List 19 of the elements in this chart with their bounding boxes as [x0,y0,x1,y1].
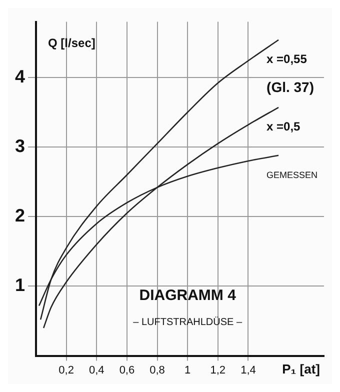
y-tick-label: 2 [14,206,26,226]
y-tick-label: 3 [14,136,26,156]
text: DIAGRAMM 4 [139,286,237,304]
x-tick-label: 0,8 [150,364,165,376]
x-axis-title: P₁ [at] [282,361,320,376]
y-tick-label: 4 [14,66,26,86]
x-tick-label: 1,4 [240,364,256,376]
x-tick-label: 0,2 [58,364,74,376]
series-label: x =0,5 [266,120,301,134]
annotation: (Gl. 37) [266,78,314,95]
y-axis-title: Q [l/sec] [48,36,96,50]
text: – LUFTSTRAHLDÜSE – [133,316,242,328]
x-tick-label: 0,4 [88,364,104,376]
series-label: x =0,55 [266,52,308,66]
x-tick-label: 0,6 [119,364,135,376]
series-label: GEMESSEN [266,170,318,180]
x-tick-label: 1 [184,364,191,376]
x-tick-label: 1,2 [210,364,226,376]
y-tick-label: 1 [14,275,26,296]
